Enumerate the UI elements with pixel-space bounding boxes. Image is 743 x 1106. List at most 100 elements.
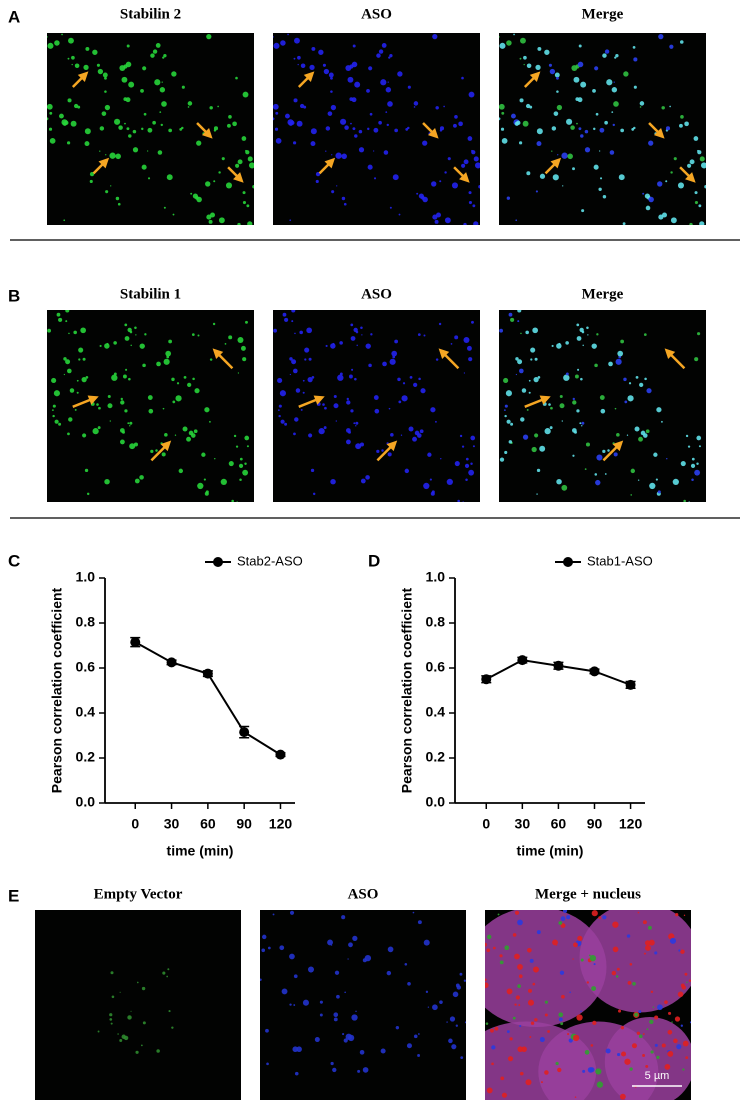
- spot: [599, 127, 605, 133]
- spot: [343, 1038, 348, 1043]
- spot: [71, 55, 75, 60]
- spot: [247, 156, 253, 162]
- spot: [497, 913, 500, 916]
- spot: [537, 46, 542, 51]
- spot: [464, 463, 470, 468]
- spot: [435, 106, 439, 110]
- spot: [485, 982, 489, 989]
- spot: [307, 377, 313, 383]
- spot: [687, 163, 692, 168]
- spot: [322, 63, 326, 67]
- spot: [556, 478, 562, 485]
- spot: [577, 368, 580, 371]
- spot: [439, 126, 445, 131]
- spot: [267, 946, 271, 950]
- spot: [515, 357, 519, 361]
- spot: [366, 88, 370, 93]
- spot: [447, 157, 451, 161]
- spot: [578, 127, 582, 131]
- spot: [580, 134, 584, 138]
- point: [625, 679, 636, 690]
- spot: [156, 361, 161, 367]
- spot: [425, 990, 429, 993]
- spot: [168, 1010, 171, 1013]
- spot: [560, 923, 566, 928]
- spot: [586, 326, 589, 330]
- spot: [291, 310, 296, 313]
- spot: [680, 1024, 683, 1027]
- spot: [567, 1032, 570, 1036]
- spot: [51, 377, 57, 384]
- spot: [119, 65, 126, 72]
- spot: [66, 141, 71, 145]
- spot: [339, 372, 343, 376]
- spot: [323, 68, 330, 75]
- spot: [115, 196, 120, 201]
- spot: [670, 171, 673, 174]
- spot: [504, 450, 508, 455]
- spot: [576, 336, 582, 341]
- spot: [631, 1043, 637, 1049]
- spot: [422, 196, 428, 203]
- spot: [561, 152, 568, 159]
- spot: [577, 935, 583, 942]
- spot: [617, 1052, 621, 1057]
- spot: [500, 1076, 505, 1081]
- spot: [451, 182, 459, 189]
- spot: [478, 184, 480, 189]
- spot: [645, 429, 650, 434]
- spot: [48, 127, 53, 131]
- spot: [150, 449, 154, 454]
- x-axis-label: time (min): [167, 843, 234, 859]
- spot: [677, 182, 685, 189]
- spot: [644, 193, 650, 199]
- spot: [693, 136, 699, 141]
- spot: [378, 120, 382, 125]
- spot: [461, 76, 464, 80]
- spot: [561, 420, 563, 422]
- spot: [354, 134, 358, 138]
- spot: [132, 147, 139, 153]
- spot: [621, 1051, 627, 1057]
- spot: [485, 1022, 489, 1025]
- spot: [335, 420, 337, 422]
- arrow-head: [313, 395, 325, 405]
- spot: [142, 1021, 146, 1025]
- spot: [687, 445, 691, 448]
- spot: [670, 217, 677, 224]
- spot: [389, 358, 396, 365]
- spot: [391, 350, 398, 357]
- spot: [515, 373, 517, 376]
- spot: [160, 123, 163, 127]
- micrograph-content: [273, 33, 480, 225]
- spot: [576, 323, 580, 327]
- spot: [368, 66, 373, 71]
- spot: [357, 1069, 361, 1073]
- spot: [463, 979, 466, 982]
- micrograph-content: [485, 910, 691, 1100]
- spot: [533, 377, 539, 383]
- spot: [698, 445, 701, 448]
- spot: [68, 332, 70, 335]
- spot: [373, 127, 379, 133]
- spot: [289, 373, 291, 376]
- spot: [596, 1081, 604, 1088]
- spot: [402, 382, 406, 385]
- spot: [274, 127, 279, 131]
- spot: [580, 958, 584, 962]
- spot: [544, 49, 550, 55]
- panel-label: A: [8, 7, 20, 26]
- spot: [454, 460, 460, 467]
- spot: [233, 434, 237, 438]
- spot: [517, 359, 523, 365]
- spot: [84, 141, 90, 147]
- spot: [120, 397, 123, 401]
- spot: [565, 341, 569, 345]
- spot: [387, 81, 389, 83]
- spot: [303, 105, 307, 109]
- spot: [355, 1010, 357, 1013]
- spot: [152, 120, 156, 125]
- spot: [111, 374, 118, 381]
- spot: [527, 947, 532, 953]
- spot: [347, 1034, 355, 1042]
